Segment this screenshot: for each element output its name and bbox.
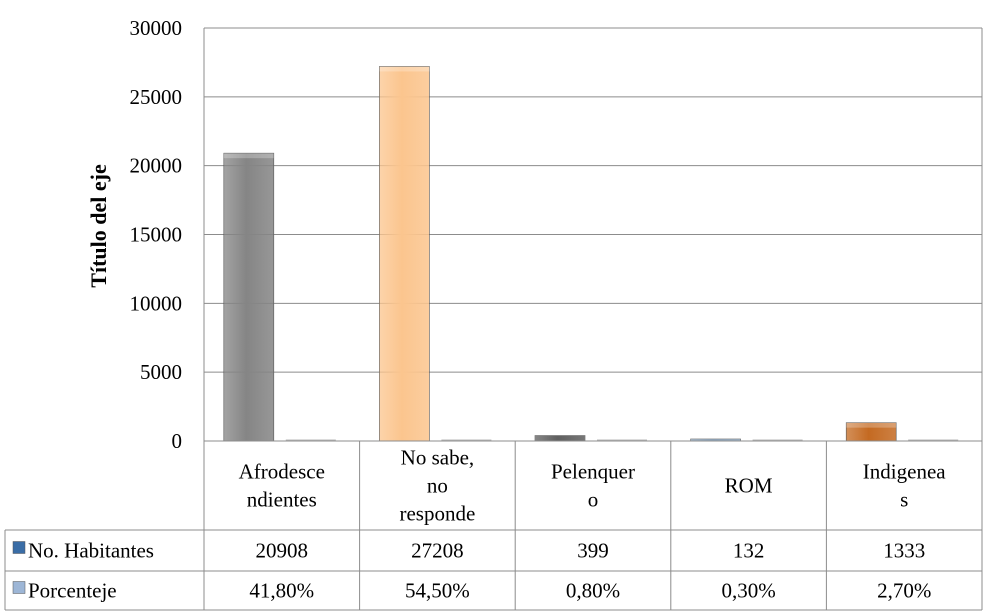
data-table-value: 399	[577, 539, 609, 563]
y-tick-label: 10000	[130, 291, 183, 315]
y-tick-label: 0	[172, 429, 183, 453]
bar-top-highlight	[690, 439, 741, 441]
legend-key	[12, 541, 26, 554]
y-tick-label: 5000	[140, 360, 182, 384]
data-table: Afrodesce ndientes No sabe, no responde Pelen…	[4, 441, 982, 611]
data-table-value: 1333	[883, 539, 925, 563]
bar-no-habitantes	[223, 152, 275, 442]
bar-porcenteje	[441, 439, 492, 441]
bar-top-highlight	[846, 422, 897, 428]
category-label: s	[900, 488, 908, 512]
data-table-value: 132	[733, 539, 765, 563]
data-table-value: 0,30%	[721, 579, 775, 603]
category-label: No sabe,	[401, 446, 474, 470]
bar-top-highlight	[379, 66, 430, 72]
y-tick-label: 15000	[130, 223, 183, 247]
category-label: ROM	[725, 474, 773, 498]
category-label: ndientes	[247, 488, 317, 512]
legend-series-name: Porcenteje	[28, 579, 117, 603]
bar-no-habitantes	[379, 66, 430, 442]
category-label: no	[427, 474, 448, 498]
data-table-value: 41,80%	[249, 579, 314, 603]
gridlines	[204, 27, 982, 373]
data-table-value: 54,50%	[405, 579, 470, 603]
bar-porcenteje	[908, 439, 959, 441]
category-label: responde	[399, 502, 475, 526]
bar-porcenteje	[752, 439, 803, 441]
bars	[223, 66, 959, 442]
data-table-value: 0,80%	[566, 579, 620, 603]
bar-porcenteje	[597, 439, 647, 441]
y-tick-label: 25000	[130, 85, 183, 109]
data-table-value: 27208	[411, 539, 464, 563]
y-axis-title: Título del eje	[86, 164, 111, 288]
y-tick-label: 20000	[130, 154, 183, 178]
bar-top-highlight	[223, 153, 274, 159]
category-label: Indigenea	[863, 460, 946, 484]
legend-key	[12, 581, 26, 594]
category-label: o	[588, 488, 599, 512]
data-table-value: 2,70%	[877, 579, 931, 603]
category-label: Afrodesce	[239, 460, 325, 484]
legend-series-name: No. Habitantes	[28, 539, 154, 563]
category-label: Pelenquer	[551, 460, 635, 484]
axes: 0 5000 10000 15000 20000 25000 30000	[130, 16, 983, 610]
bar-porcenteje	[285, 439, 336, 441]
y-tick-label: 30000	[130, 16, 183, 40]
data-table-value: 20908	[256, 539, 309, 563]
bar-top-highlight	[535, 435, 585, 441]
